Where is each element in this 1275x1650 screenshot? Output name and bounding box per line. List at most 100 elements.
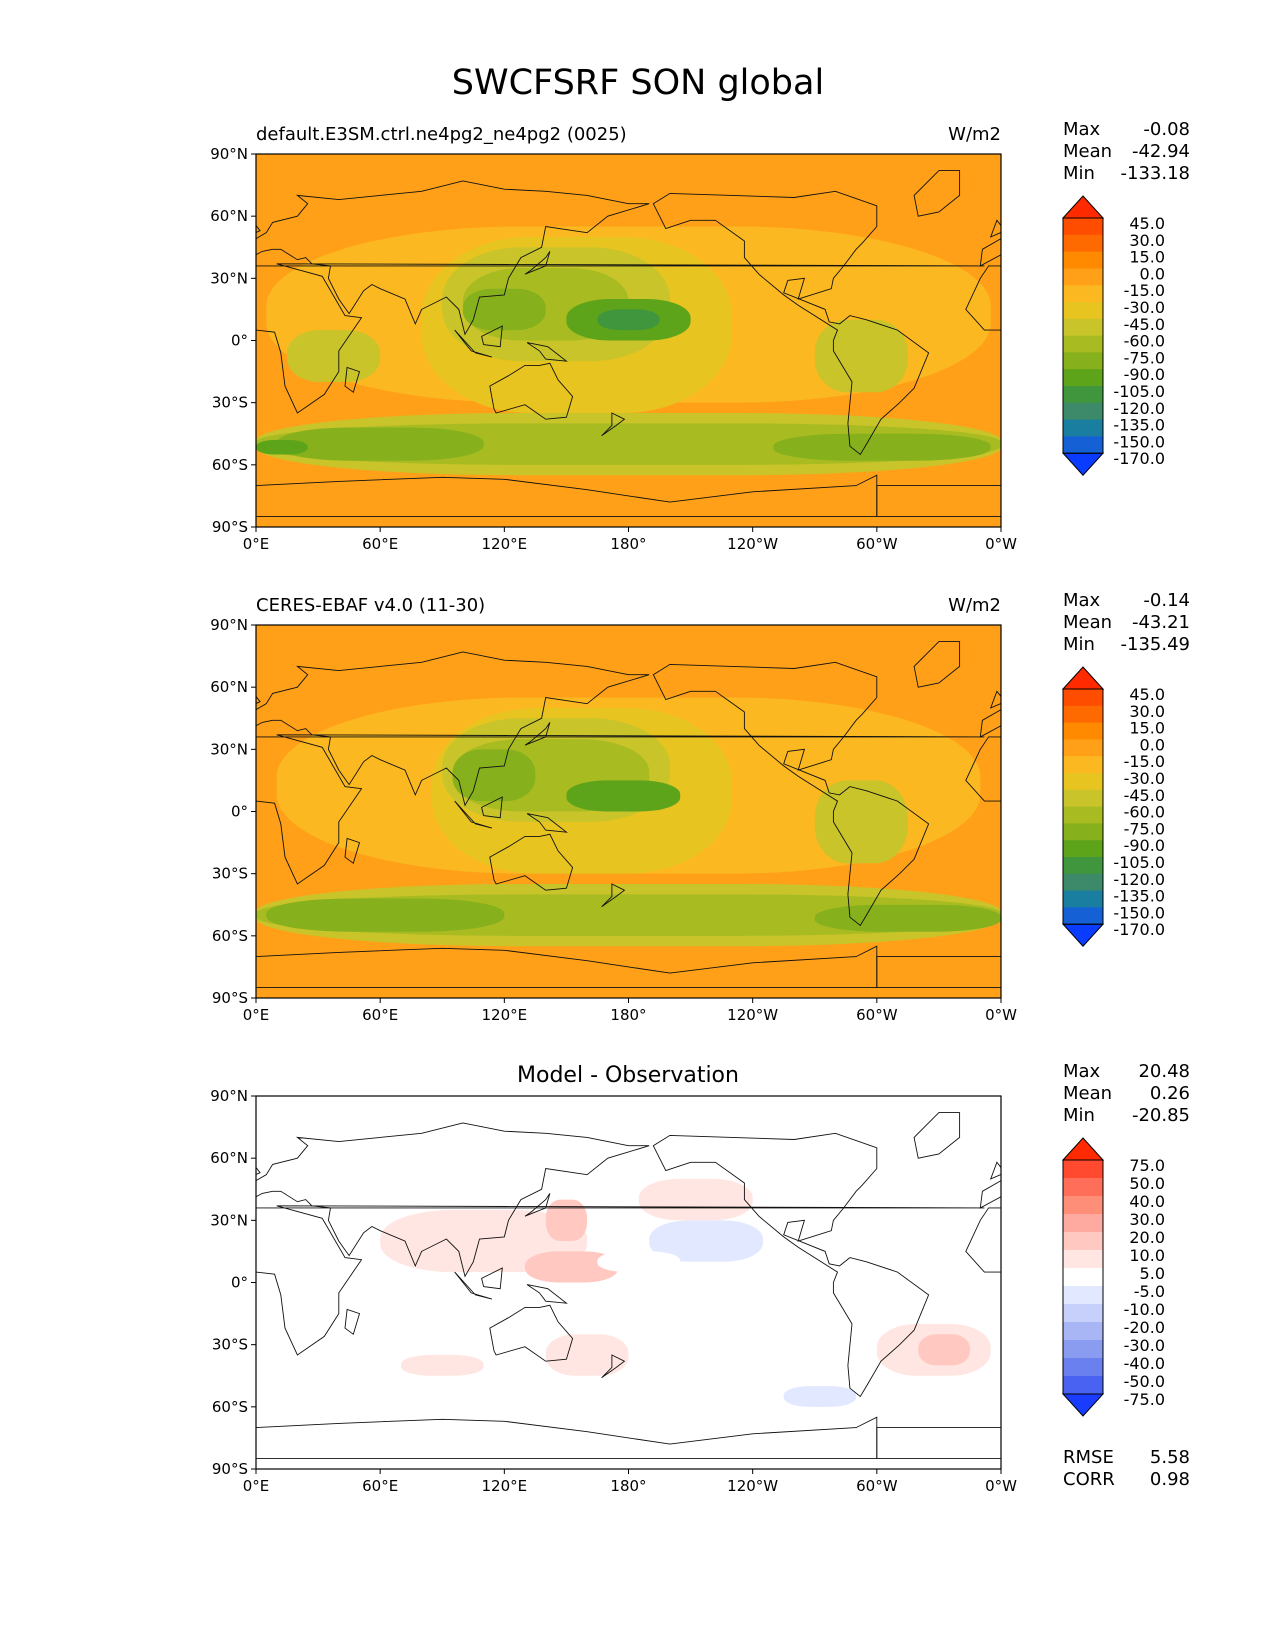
colorbar-tick-label: -60.0: [1124, 332, 1165, 351]
y-tick-label: 60°N: [210, 207, 248, 225]
contour-region: [566, 780, 681, 812]
colorbar-tick-label: -45.0: [1124, 315, 1165, 334]
colorbar-tick-label: 45.0: [1129, 214, 1165, 233]
colorbar-tick-label: -15.0: [1124, 752, 1165, 771]
y-tick-label: 90°S: [212, 989, 248, 1007]
y-tick-label: 30°S: [212, 394, 248, 412]
colorbar-cell: [1063, 369, 1103, 387]
x-tick-label: 60°W: [856, 535, 898, 553]
coastline: [256, 1205, 985, 1356]
colorbar-tick-label: -60.0: [1124, 803, 1165, 822]
x-tick-label: 60°E: [362, 1477, 398, 1495]
colorbar-cell: [1063, 402, 1103, 421]
colorbar-cell: [1063, 1178, 1103, 1197]
colorbar-extend-min: [1061, 923, 1105, 947]
contour-region: [287, 330, 381, 382]
contour-region: [814, 780, 908, 864]
panel-units: W/m2: [948, 595, 1001, 616]
colorbar-cell: [1063, 419, 1103, 437]
x-tick-label: 60°E: [362, 535, 398, 553]
colorbar-cell: [1063, 1268, 1103, 1287]
stat-mean-label: Mean: [1063, 1083, 1112, 1104]
coastlines: [256, 170, 1275, 518]
colorbar-tick-label: -90.0: [1124, 365, 1165, 384]
colorbar-extend-min: [1061, 452, 1105, 476]
colorbar-cell: [1063, 1160, 1103, 1179]
colorbar-tick-label: -10.0: [1124, 1300, 1165, 1319]
y-tick-label: 30°N: [210, 740, 248, 758]
colorbar-tick-label: 15.0: [1129, 248, 1165, 267]
colorbar-tick-label: 20.0: [1129, 1228, 1165, 1247]
x-tick-label: 180°: [610, 1477, 646, 1495]
colorbar-tick-label: -135.0: [1113, 887, 1165, 906]
x-tick-label: 60°W: [856, 1006, 898, 1024]
colorbar-tick-label: -30.0: [1124, 1336, 1165, 1355]
panel-model: default.E3SM.ctrl.ne4pg2_ne4pg2 (0025) W…: [210, 119, 1275, 553]
stat-mean-label: Mean: [1063, 141, 1112, 162]
y-tick-label: 0°: [231, 332, 248, 350]
colorbar-tick-label: -20.0: [1124, 1318, 1165, 1337]
coastline: [1235, 363, 1275, 419]
colorbar-cell: [1063, 285, 1103, 303]
panel-difference: Model - Observation 0°E 60°E 120°E 180° 120°…: [210, 1061, 1248, 1495]
coastline: [526, 813, 568, 833]
coastlines: [256, 1112, 1248, 1460]
colorbar-cell: [1063, 773, 1103, 791]
colorbar-cell: [1063, 1358, 1103, 1377]
colorbar-tick-label: -170.0: [1113, 920, 1165, 939]
colorbar-tick-label: 30.0: [1129, 231, 1165, 250]
y-tick-label: 90°N: [210, 1087, 248, 1105]
colorbar-cell: [1063, 840, 1103, 858]
contour-region: [276, 427, 484, 461]
x-tick-label: 120°W: [727, 1477, 778, 1495]
coastline: [1227, 1268, 1248, 1289]
colorbar-cell: [1063, 789, 1103, 808]
coastline: [526, 342, 568, 362]
stat-max: 20.48: [1138, 1061, 1190, 1082]
coastline: [913, 641, 961, 688]
coastline: [1227, 797, 1248, 818]
y-tick-label: 60°S: [212, 456, 248, 474]
x-tick-label: 0°W: [985, 1006, 1017, 1024]
colorbar-tick-label: -135.0: [1113, 416, 1165, 435]
colorbar-cell: [1063, 251, 1103, 269]
colorbar-extend-max: [1061, 666, 1105, 690]
coastline: [601, 883, 626, 908]
coastline: [989, 690, 1001, 709]
coastline: [965, 1207, 1001, 1273]
stat-mean-label: Mean: [1063, 612, 1112, 633]
coastline: [989, 1161, 1001, 1180]
coastline: [454, 1271, 493, 1300]
y-tick-label: 60°N: [210, 678, 248, 696]
coastline: [1270, 251, 1275, 274]
coastline: [344, 837, 361, 865]
colorbar-tick-label: -45.0: [1124, 786, 1165, 805]
x-tick-label: 60°W: [856, 1477, 898, 1495]
stat-max: -0.08: [1143, 119, 1190, 140]
stat-max-label: Max: [1063, 1061, 1101, 1082]
colorbar-cell: [1063, 335, 1103, 353]
coastline: [601, 412, 626, 437]
contour-region: [525, 1251, 619, 1283]
colorbar: 45.030.015.00.0-15.0-30.0-45.0-60.0-75.0…: [1061, 195, 1165, 476]
colorbar-cell: [1063, 436, 1103, 454]
stats-box: Max -0.14 Mean -43.21 Min -135.49: [1063, 590, 1190, 655]
coastline: [979, 1180, 1001, 1209]
colorbar-extend-max: [1061, 1137, 1105, 1161]
coastline: [965, 736, 1001, 802]
x-axis: 0°E 60°E 120°E 180° 120°W 60°W 0°W: [243, 527, 1017, 553]
colorbar-tick-label: -30.0: [1124, 298, 1165, 317]
stat-min-label: Min: [1063, 163, 1095, 184]
y-tick-label: 90°S: [212, 1460, 248, 1478]
stat-min-label: Min: [1063, 1105, 1095, 1126]
x-tick-label: 120°E: [482, 1006, 528, 1024]
panel-title: default.E3SM.ctrl.ne4pg2_ne4pg2 (0025): [256, 124, 627, 145]
colorbar: 45.030.015.00.0-15.0-30.0-45.0-60.0-75.0…: [1061, 666, 1165, 947]
coastline: [1200, 801, 1237, 828]
corr-value: 0.98: [1150, 1469, 1190, 1490]
colorbar-cell: [1063, 857, 1103, 875]
coastline: [526, 1284, 568, 1304]
colorbar-tick-label: 75.0: [1129, 1156, 1165, 1175]
colorbar-cell: [1063, 302, 1103, 320]
stat-min: -133.18: [1121, 163, 1190, 184]
